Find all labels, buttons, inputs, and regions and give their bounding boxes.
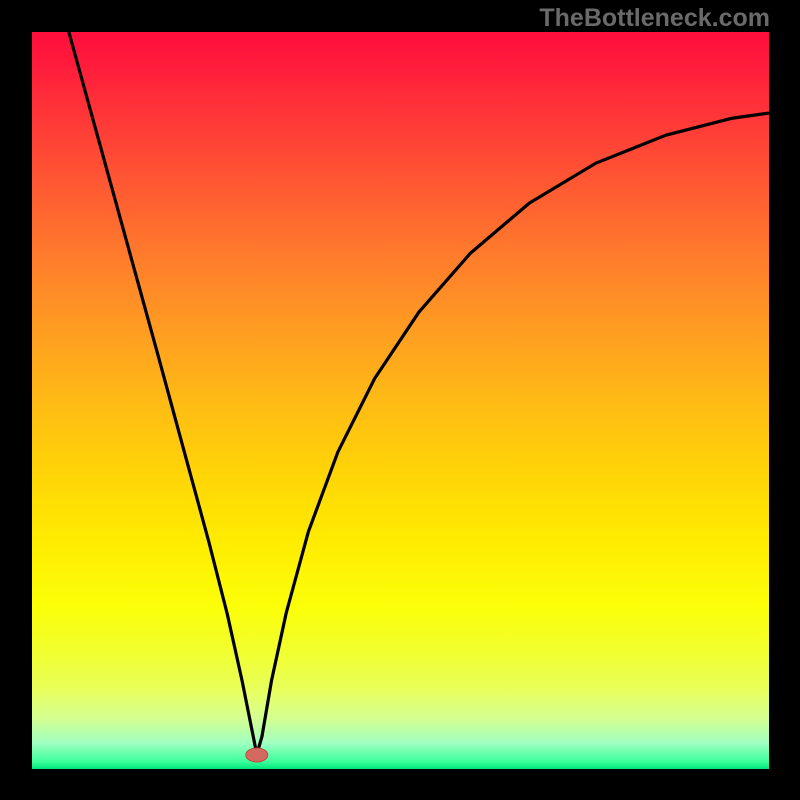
chart-svg	[32, 32, 769, 769]
watermark-text: TheBottleneck.com	[539, 4, 770, 33]
optimal-point-marker	[246, 748, 268, 762]
bottleneck-curve	[69, 32, 769, 754]
chart-container: TheBottleneck.com	[0, 0, 800, 800]
plot-area	[32, 32, 769, 769]
